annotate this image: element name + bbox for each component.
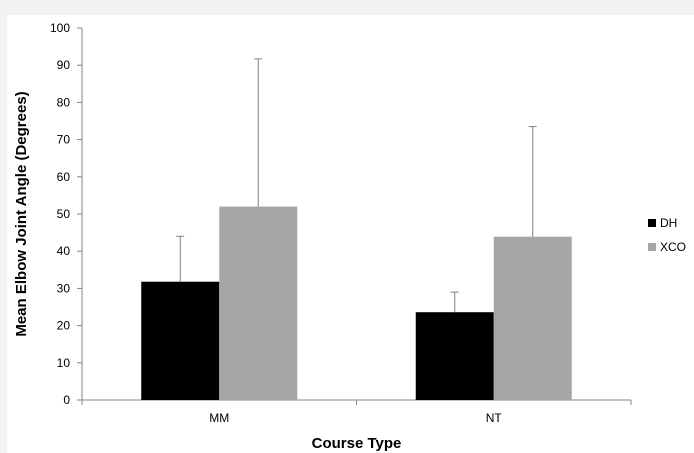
- y-tick-label: 40: [57, 244, 71, 258]
- y-tick-label: 0: [63, 393, 70, 407]
- x-axis-title: Course Type: [312, 435, 402, 452]
- y-tick-label: 70: [57, 133, 71, 147]
- bar-xco-nt: [493, 236, 572, 400]
- x-tick-label: MM: [209, 411, 229, 425]
- y-tick-label: 20: [57, 319, 71, 333]
- y-tick-label: 100: [50, 21, 70, 35]
- legend: DH XCO: [648, 216, 686, 254]
- bar-dh-mm: [141, 281, 220, 400]
- legend-swatch-dh: [648, 219, 656, 227]
- x-tick-label: NT: [486, 411, 503, 425]
- y-tick-label: 50: [57, 207, 71, 221]
- y-tick-label: 60: [57, 170, 71, 184]
- y-tick-label: 90: [57, 58, 71, 72]
- legend-label-dh: DH: [660, 216, 677, 230]
- bar-dh-nt: [415, 312, 494, 400]
- bar-xco-mm: [219, 206, 298, 400]
- labels: 0 10 20 30 40 50 60 70 80 90 100 MM NT Course Type Mea…: [13, 21, 502, 452]
- chart-area-background: [7, 15, 694, 453]
- legend-swatch-xco: [648, 243, 656, 251]
- y-tick-label: 80: [57, 95, 71, 109]
- legend-label-xco: XCO: [660, 240, 686, 254]
- bars: [141, 58, 572, 400]
- y-axis-title: Mean Elbow Joint Angle (Degrees): [13, 91, 30, 336]
- y-tick-label: 30: [57, 281, 71, 295]
- y-tick-label: 10: [57, 356, 71, 370]
